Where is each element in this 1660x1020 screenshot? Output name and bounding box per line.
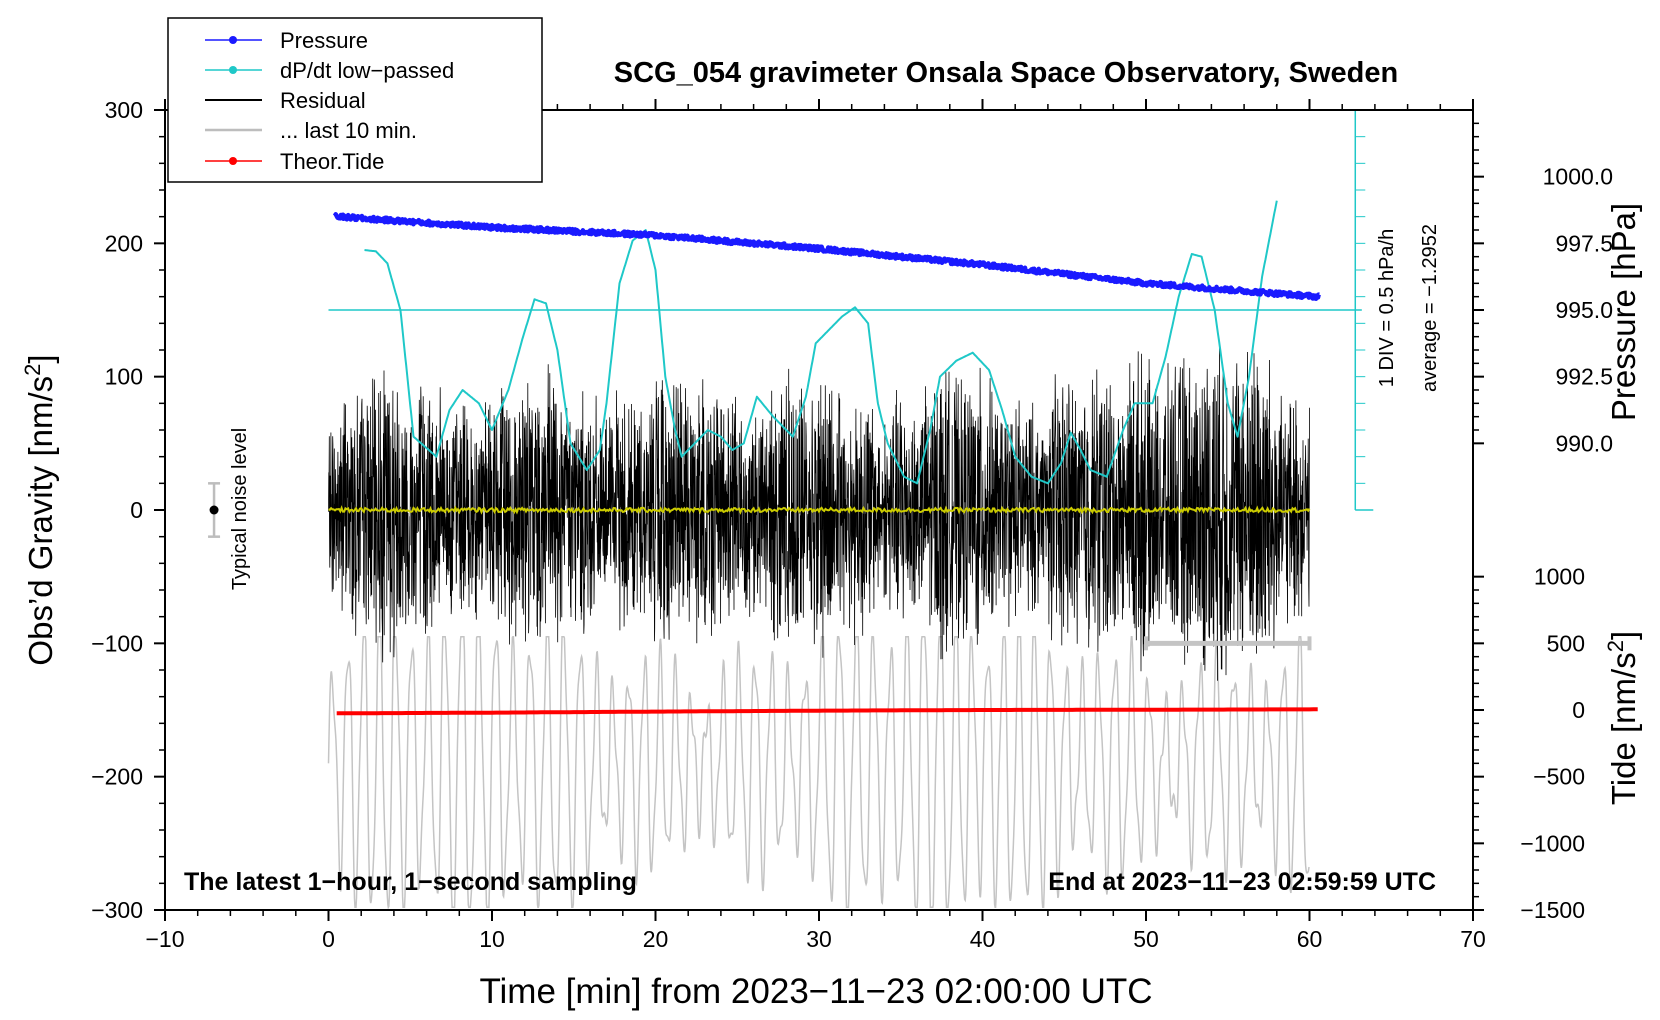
y-tick-label: −300 — [91, 897, 143, 923]
pressure-series — [332, 212, 1321, 302]
legend-tide-marker — [229, 157, 237, 165]
x-tick-label: 60 — [1297, 926, 1323, 952]
pressure-tick-label: 995.0 — [1555, 297, 1613, 323]
residual-smoothed-series — [328, 505, 1311, 515]
y-tick-label: −100 — [91, 630, 143, 656]
legend-dpdt-label: dP/dt low−passed — [280, 58, 454, 83]
y-axis-label-sup: 2 — [20, 364, 45, 376]
tide-tick-label: −1500 — [1520, 897, 1585, 923]
y-tick-label: 200 — [105, 230, 143, 256]
x-axis-label: Time [min] from 2023−11−23 02:00:00 UTC — [479, 972, 1152, 1011]
legend-pressure-label: Pressure — [280, 28, 368, 53]
tide-axis-label-end: ] — [1605, 631, 1642, 640]
x-tick-label: 10 — [479, 926, 505, 952]
theor-tide-series — [336, 707, 1318, 716]
y-tick-label: 100 — [105, 364, 143, 390]
tide-axis-label-text: Tide [nm/s — [1605, 652, 1642, 805]
y-axis-label-end: ] — [22, 354, 59, 363]
pressure-tick-label: 1000.0 — [1543, 164, 1613, 190]
series-layer — [208, 109, 1374, 910]
dpdt-series — [364, 200, 1278, 485]
pressure-tick-label: 992.5 — [1555, 364, 1613, 390]
x-tick-label: 30 — [806, 926, 832, 952]
tide-tick-label: 1000 — [1534, 564, 1585, 590]
noise-level-marker — [209, 505, 219, 515]
y-axis-label: Obs’d Gravity [nm/s2] — [20, 354, 59, 665]
bottom-left-annotation: The latest 1−hour, 1−second sampling — [184, 868, 637, 896]
tide-axis-label-sup: 2 — [1603, 640, 1628, 652]
x-tick-label: 50 — [1133, 926, 1159, 952]
legend-dpdt-marker — [229, 66, 237, 74]
pressure-tick-label: 997.5 — [1555, 230, 1613, 256]
scale-div-label: 1 DIV = 0.5 hPa/h — [1376, 229, 1398, 387]
tide-tick-label: 0 — [1572, 697, 1585, 723]
pressure-axis-label: Pressure [hPa] — [1605, 203, 1642, 421]
y-axis-label-text: Obs’d Gravity [nm/s — [22, 376, 59, 666]
legend: Pressure dP/dt low−passed Residual ... l… — [167, 17, 543, 183]
tide-tick-label: −1000 — [1520, 830, 1585, 856]
tide-axis-label: Tide [nm/s2] — [1603, 631, 1642, 805]
residual-series — [328, 343, 1310, 681]
y-tick-label: 0 — [130, 497, 143, 523]
x-tick-label: 20 — [643, 926, 669, 952]
bottom-right-annotation: End at 2023−11−23 02:59:59 UTC — [1048, 868, 1436, 896]
legend-residual-label: Residual — [280, 88, 366, 113]
y-tick-label: 300 — [105, 97, 143, 123]
chart-title: SCG_054 gravimeter Onsala Space Observat… — [614, 57, 1398, 89]
axes-layer: −10 0 10 20 30 40 50 60 703002001000−100−200−300… — [91, 97, 1613, 952]
tide-tick-label: 500 — [1547, 630, 1585, 656]
last-10-min-series — [327, 635, 1310, 910]
y-tick-label: −200 — [91, 764, 143, 790]
legend-tide-label: Theor.Tide — [280, 149, 384, 174]
x-tick-label: −10 — [145, 926, 184, 952]
average-label: average = −1.2952 — [1419, 224, 1441, 392]
noise-level-label: Typical noise level — [229, 428, 251, 590]
legend-last10-label: ... last 10 min. — [280, 118, 417, 143]
legend-pressure-marker — [229, 36, 237, 44]
pressure-tick-label: 990.0 — [1555, 430, 1613, 456]
x-tick-label: 0 — [322, 926, 335, 952]
x-tick-label: 40 — [970, 926, 996, 952]
tide-tick-label: −500 — [1533, 764, 1585, 790]
x-tick-label: 70 — [1460, 926, 1486, 952]
